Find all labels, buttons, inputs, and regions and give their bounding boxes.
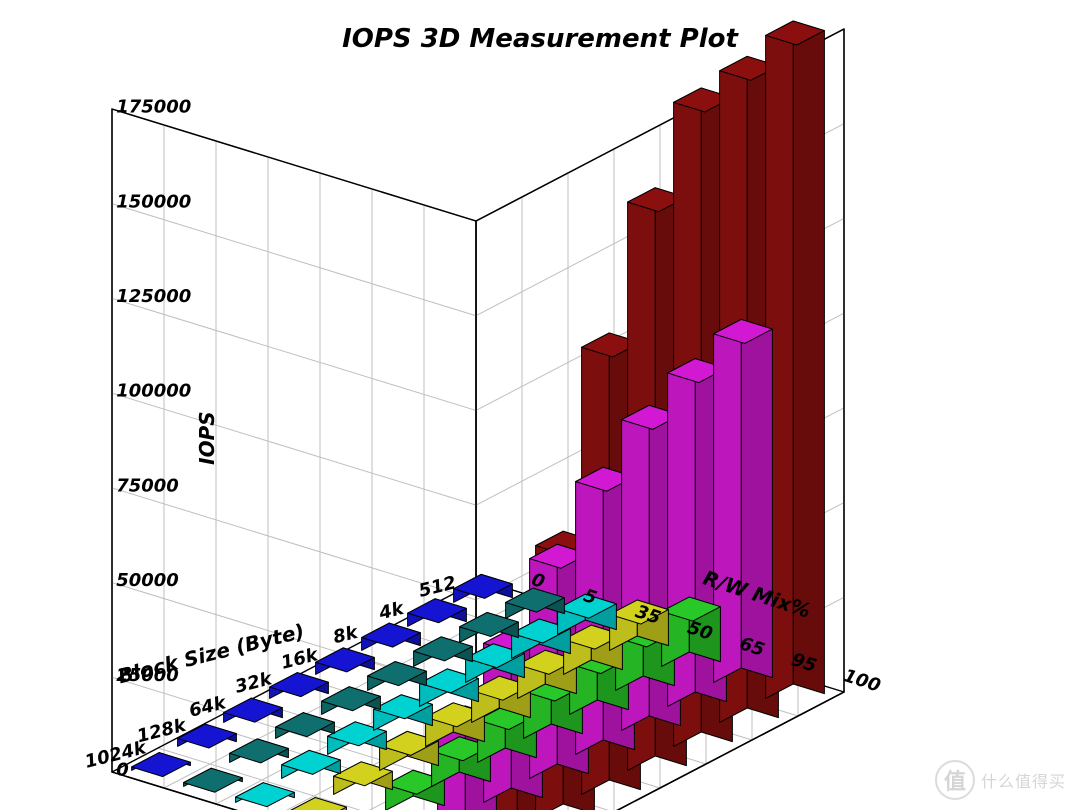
svg-text:IOPS: IOPS [195, 411, 219, 465]
svg-text:100000: 100000 [116, 381, 191, 402]
watermark-text: 什么值得买 [981, 768, 1066, 792]
svg-text:150000: 150000 [116, 191, 191, 212]
iops-3d-bar-chart: 5124k8k16k32k64k128k1024kBlock Size (Byt… [0, 0, 1080, 810]
watermark-badge: 值 [935, 760, 975, 800]
svg-text:25000: 25000 [116, 665, 179, 686]
svg-text:75000: 75000 [116, 475, 179, 496]
svg-text:100: 100 [841, 665, 883, 697]
svg-text:175000: 175000 [116, 97, 191, 118]
svg-text:50000: 50000 [116, 570, 179, 591]
watermark: 值 什么值得买 [935, 760, 1066, 800]
svg-text:0: 0 [116, 760, 129, 781]
svg-text:125000: 125000 [116, 286, 191, 307]
